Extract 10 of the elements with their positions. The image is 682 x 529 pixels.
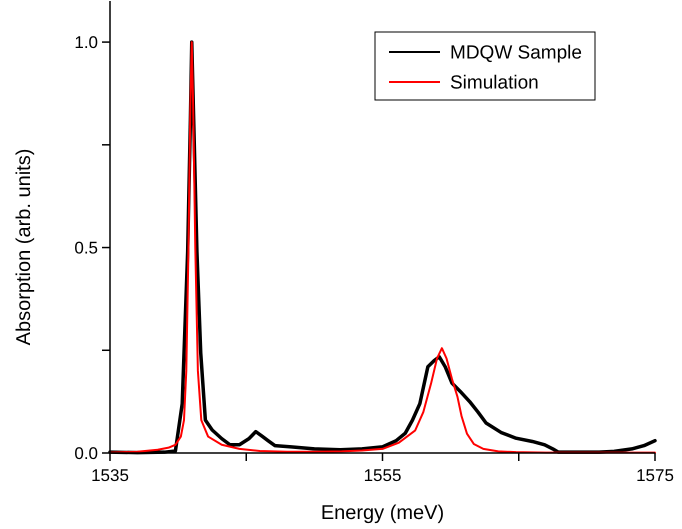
y-tick-label: 0.5 — [74, 238, 98, 258]
x-tick-label: 1555 — [364, 466, 402, 485]
legend-label: Simulation — [450, 72, 539, 94]
y-tick-label: 1.0 — [74, 33, 98, 52]
x-tick-label: 1575 — [636, 466, 674, 485]
legend-label: MDQW Sample — [450, 42, 582, 64]
y-tick-label: 0.0 — [74, 444, 98, 463]
y-axis-title: Absorption (arb. units) — [13, 148, 35, 346]
x-tick-label: 1535 — [91, 466, 129, 485]
x-axis-title: Energy (meV) — [320, 502, 444, 524]
